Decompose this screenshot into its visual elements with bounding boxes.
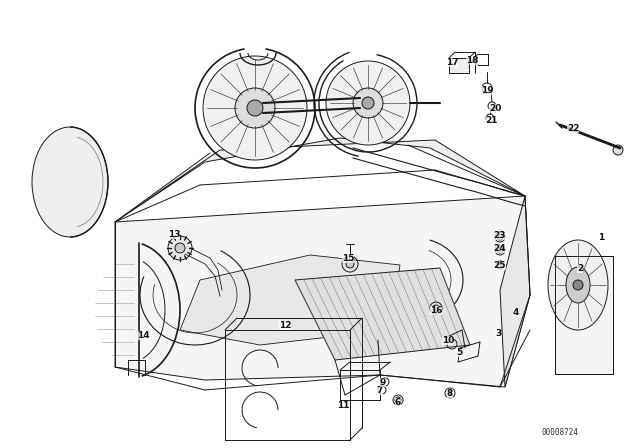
Polygon shape — [180, 255, 400, 345]
Text: 8: 8 — [447, 388, 453, 397]
Text: 2: 2 — [577, 263, 583, 272]
Text: 5: 5 — [456, 348, 462, 357]
Text: 19: 19 — [481, 86, 493, 95]
Polygon shape — [115, 196, 530, 387]
Ellipse shape — [247, 100, 263, 116]
Ellipse shape — [566, 267, 590, 303]
Text: 14: 14 — [137, 331, 149, 340]
Polygon shape — [500, 196, 530, 387]
Ellipse shape — [32, 127, 108, 237]
Ellipse shape — [548, 240, 608, 330]
Text: 6: 6 — [395, 397, 401, 406]
Ellipse shape — [235, 88, 275, 128]
Circle shape — [168, 236, 192, 260]
Text: 1: 1 — [598, 233, 604, 241]
Text: 3: 3 — [495, 328, 501, 337]
Text: 20: 20 — [489, 103, 501, 112]
Circle shape — [573, 280, 583, 290]
Text: 9: 9 — [380, 378, 386, 387]
Circle shape — [175, 243, 185, 253]
Ellipse shape — [326, 61, 410, 145]
Polygon shape — [295, 268, 470, 360]
Text: 22: 22 — [567, 124, 579, 133]
Bar — [555, 256, 613, 374]
Bar — [449, 58, 469, 73]
Circle shape — [497, 234, 503, 240]
Ellipse shape — [362, 97, 374, 109]
Circle shape — [497, 247, 503, 253]
Text: 18: 18 — [466, 56, 478, 65]
Text: 12: 12 — [279, 320, 291, 329]
Text: 24: 24 — [493, 244, 506, 253]
Text: 16: 16 — [429, 306, 442, 314]
Circle shape — [395, 397, 401, 403]
Text: 25: 25 — [493, 260, 506, 270]
Text: 15: 15 — [342, 254, 355, 263]
Text: 21: 21 — [486, 116, 499, 125]
Text: 17: 17 — [445, 57, 458, 66]
Ellipse shape — [353, 88, 383, 118]
Text: 23: 23 — [493, 231, 506, 240]
Circle shape — [613, 145, 623, 155]
Text: 4: 4 — [513, 307, 519, 316]
Polygon shape — [115, 138, 525, 222]
Circle shape — [497, 262, 503, 268]
Text: 13: 13 — [168, 229, 180, 238]
Text: 7: 7 — [377, 385, 383, 395]
Circle shape — [433, 305, 439, 311]
Circle shape — [346, 260, 354, 268]
Circle shape — [448, 391, 452, 395]
Ellipse shape — [203, 56, 307, 160]
Text: 10: 10 — [442, 336, 454, 345]
Text: 00008724: 00008724 — [541, 427, 579, 436]
Text: 11: 11 — [337, 401, 349, 409]
